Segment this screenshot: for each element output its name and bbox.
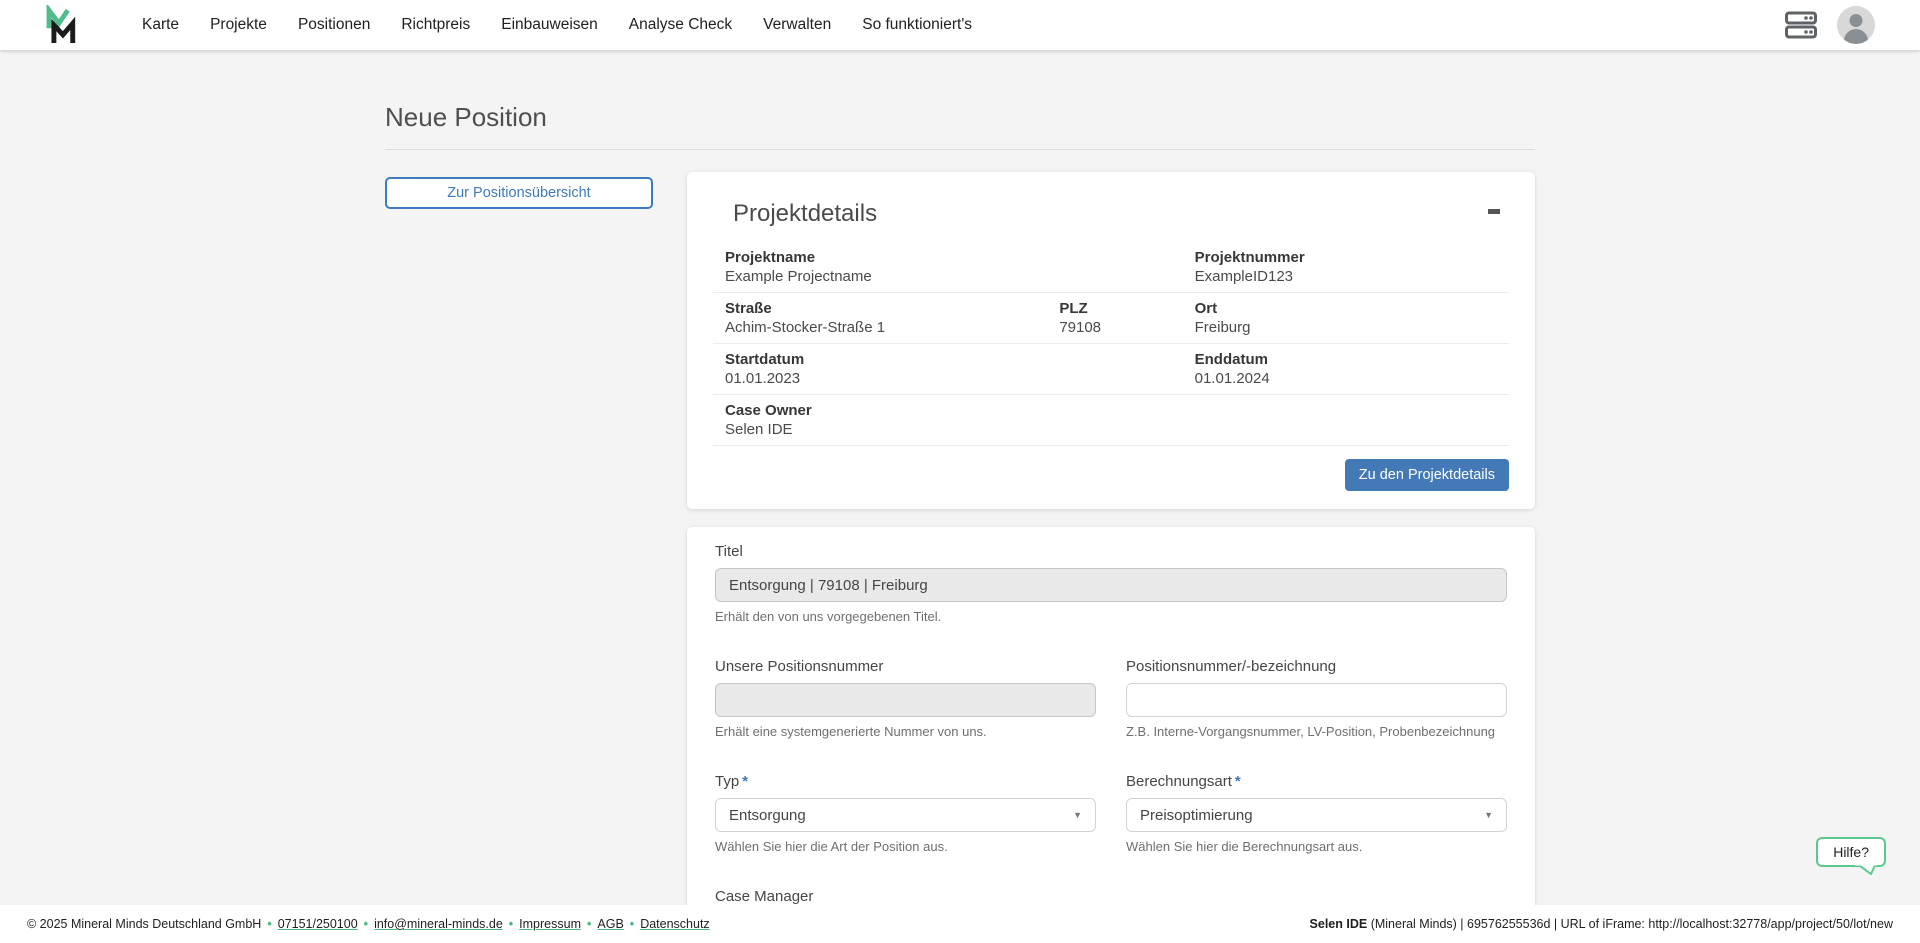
footer-link-agb[interactable]: AGB	[597, 917, 624, 931]
chevron-down-icon: ▼	[1484, 810, 1493, 820]
minus-icon	[1488, 208, 1500, 214]
footer-separator: •	[267, 917, 272, 931]
typ-selected-value: Entsorgung	[729, 806, 806, 824]
mineral-minds-logo-icon[interactable]	[40, 5, 76, 45]
top-navigation-bar: Karte Projekte Positionen Richtpreis Ein…	[0, 0, 1920, 50]
footer-session-info: Selen IDE (Mineral Minds) | 69576255536d…	[1310, 917, 1893, 931]
footer-separator: •	[587, 917, 592, 931]
titel-input	[715, 568, 1507, 602]
unsere-positionsnummer-label: Unsere Positionsnummer	[715, 658, 884, 675]
user-avatar-icon[interactable]	[1837, 6, 1875, 44]
required-marker: *	[742, 773, 749, 790]
right-column: Projektdetails Projektname Example Proje…	[687, 172, 1535, 943]
nav-item-projekte[interactable]: Projekte	[210, 16, 267, 33]
field-label: Enddatum	[1194, 351, 1268, 368]
footer-link-impressum[interactable]: Impressum	[519, 917, 581, 931]
main-nav: Karte Projekte Positionen Richtpreis Ein…	[142, 16, 972, 34]
footer-session-details: (Mineral Minds) | 69576255536d | URL of …	[1367, 917, 1893, 931]
go-to-project-details-button[interactable]: Zu den Projektdetails	[1344, 459, 1509, 491]
footer-separator: •	[508, 917, 514, 931]
required-marker: *	[1234, 773, 1241, 790]
table-row: Case Owner Selen IDE	[713, 395, 1509, 446]
nav-item-analyse-check[interactable]: Analyse Check	[628, 16, 733, 33]
nav-item-richtpreis[interactable]: Richtpreis	[401, 16, 471, 33]
unsere-positionsnummer-input	[715, 683, 1096, 717]
field-value: 01.01.2024	[1194, 370, 1270, 387]
footer-link-datenschutz[interactable]: Datenschutz	[640, 917, 710, 931]
table-row: Straße Achim-Stocker-Straße 1 PLZ 79108 …	[713, 293, 1509, 344]
field-value: Freiburg	[1194, 319, 1251, 336]
collapse-card-button[interactable]	[1483, 196, 1505, 218]
field-value: Selen IDE	[725, 421, 793, 438]
project-details-table: Projektname Example Projectname Projektn…	[713, 242, 1509, 446]
typ-label: Typ *	[715, 773, 749, 790]
berechnungsart-helper-text: Wählen Sie hier die Berechnungsart aus.	[1126, 839, 1363, 854]
table-row: Startdatum 01.01.2023 Enddatum 01.01.202…	[713, 344, 1509, 395]
table-row: Projektname Example Projectname Projektn…	[713, 242, 1509, 293]
new-position-form-card: Titel Erhält den von uns vorgegebenen Ti…	[687, 527, 1535, 943]
left-column: Zur Positionsübersicht	[385, 172, 653, 943]
avatar-head-shape	[1849, 14, 1863, 27]
field-value: 01.01.2023	[725, 370, 801, 387]
field-value: Example Projectname	[725, 268, 872, 285]
positionsnummer-label: Positionsnummer/-bezeichnung	[1126, 658, 1337, 675]
field-label: PLZ	[1059, 300, 1088, 317]
typ-helper-text: Wählen Sie hier die Art der Position aus…	[715, 839, 948, 854]
chevron-down-icon: ▼	[1073, 810, 1082, 820]
nav-item-karte[interactable]: Karte	[142, 16, 180, 33]
footer-separator: •	[363, 917, 369, 931]
positionsnummer-helper-text: Z.B. Interne-Vorgangsnummer, LV-Position…	[1126, 724, 1496, 739]
server-icon[interactable]	[1785, 11, 1817, 39]
nav-item-verwalten[interactable]: Verwalten	[763, 16, 832, 33]
footer-link-phone[interactable]: 07151/250100	[277, 917, 358, 931]
typ-select[interactable]: Entsorgung ▼	[715, 798, 1096, 832]
back-to-positions-button[interactable]: Zur Positionsübersicht	[385, 177, 653, 209]
main-content: Neue Position Zur Positionsübersicht Pro…	[0, 50, 1920, 943]
case-manager-label: Case Manager	[715, 888, 814, 905]
berechnungsart-label: Berechnungsart *	[1126, 773, 1241, 790]
nav-item-einbauweisen[interactable]: Einbauweisen	[501, 16, 598, 33]
footer-separator: •	[629, 917, 635, 931]
unsere-positionsnummer-helper-text: Erhält eine systemgenerierte Nummer von …	[715, 724, 987, 739]
field-value: Achim-Stocker-Straße 1	[725, 319, 886, 336]
help-button-label: Hilfe?	[1833, 844, 1869, 860]
field-label: Straße	[725, 300, 772, 317]
copyright-text: © 2025 Mineral Minds Deutschland GmbH	[27, 917, 262, 931]
footer: © 2025 Mineral Minds Deutschland GmbH • …	[0, 905, 1920, 943]
field-label: Projektnummer	[1194, 249, 1305, 266]
berechnungsart-select[interactable]: Preisoptimierung ▼	[1126, 798, 1507, 832]
title-divider	[385, 149, 1535, 150]
footer-username: Selen IDE	[1309, 917, 1368, 931]
topbar-actions	[1785, 6, 1875, 44]
titel-helper-text: Erhält den von uns vorgegebenen Titel.	[715, 609, 942, 624]
nav-item-so-funktionierts[interactable]: So funktioniert's	[862, 16, 973, 33]
help-button[interactable]: Hilfe?	[1816, 837, 1886, 875]
footer-left: © 2025 Mineral Minds Deutschland GmbH • …	[27, 917, 710, 931]
page-title: Neue Position	[385, 102, 547, 132]
field-label: Projektname	[725, 249, 816, 266]
project-details-card: Projektdetails Projektname Example Proje…	[687, 172, 1535, 509]
avatar-body-shape	[1844, 29, 1868, 44]
field-value: ExampleID123	[1194, 268, 1294, 285]
project-card-title: Projektdetails	[733, 200, 878, 227]
field-value: 79108	[1059, 319, 1102, 336]
field-label: Ort	[1194, 300, 1218, 317]
nav-item-positionen[interactable]: Positionen	[297, 16, 371, 33]
titel-label: Titel	[715, 543, 743, 560]
positionsnummer-input[interactable]	[1126, 683, 1507, 717]
speech-bubble-tail	[1855, 863, 1877, 875]
field-label: Case Owner	[725, 402, 812, 419]
field-label: Startdatum	[725, 351, 805, 368]
berechnungsart-selected-value: Preisoptimierung	[1140, 806, 1253, 824]
footer-link-email[interactable]: info@mineral-minds.de	[374, 917, 503, 931]
